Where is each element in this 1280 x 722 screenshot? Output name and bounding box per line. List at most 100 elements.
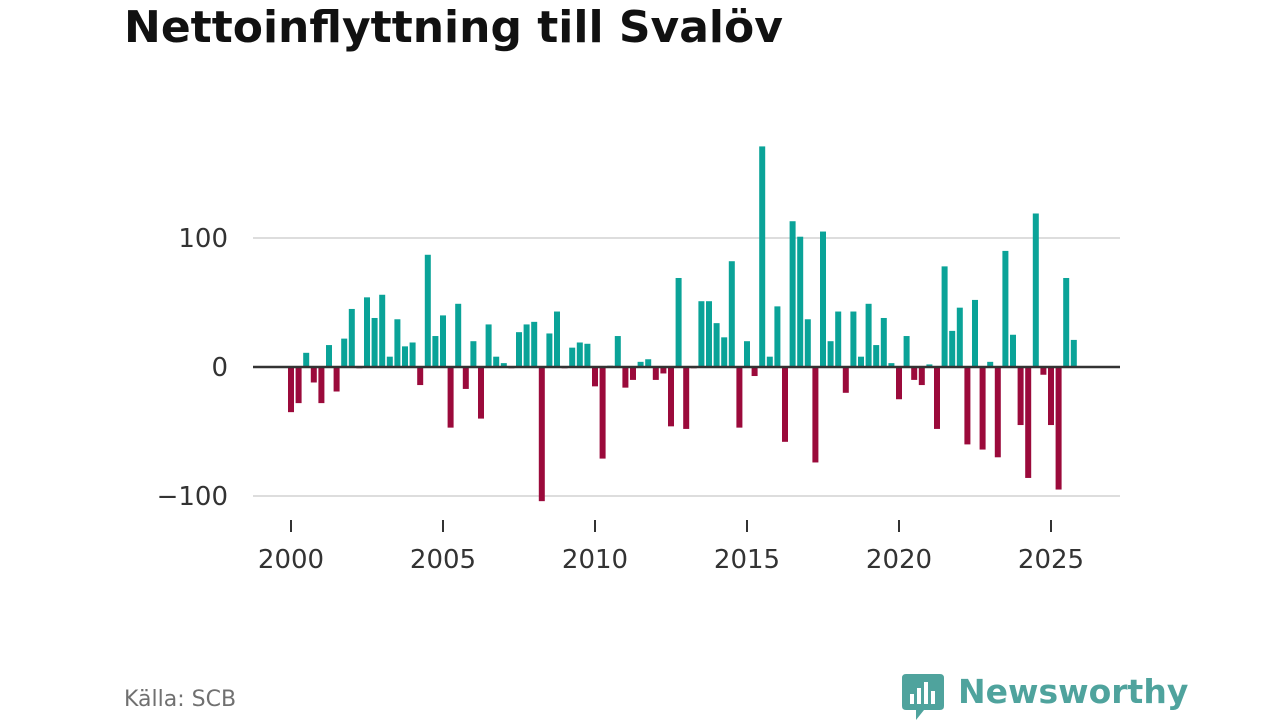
bar-2015Q2 <box>751 367 758 377</box>
bar-2024Q2 <box>1025 367 1032 478</box>
bar-2016Q1 <box>774 306 781 367</box>
bar-2019Q1 <box>865 303 872 367</box>
bar-2010Q4 <box>614 336 621 367</box>
bar-2018Q3 <box>850 311 857 367</box>
bar-2010Q1 <box>592 367 598 387</box>
bar-2009Q3 <box>576 342 583 367</box>
source-text: Källa: SCB <box>124 687 237 712</box>
bar-2018Q1 <box>835 311 842 367</box>
bar-2019Q3 <box>880 317 887 367</box>
bar-2020Q4 <box>918 367 925 386</box>
bar-2022Q1 <box>956 307 963 367</box>
bar-2018Q2 <box>842 367 849 393</box>
bar-2014Q3 <box>728 261 735 367</box>
bar-2013Q1 <box>683 367 690 429</box>
bar-2007Q1 <box>500 363 507 367</box>
bar-2020Q3 <box>911 367 918 380</box>
x-axis: 2000 2005 2010 2015 2020 2025 <box>258 520 1084 575</box>
bar-2023Q3 <box>1002 250 1009 367</box>
y-tick-label: 100 <box>178 224 228 254</box>
x-tick-label: 2000 <box>258 545 324 575</box>
bar-2004Q4 <box>432 336 439 367</box>
bar-2004Q1 <box>409 342 416 367</box>
bar-2000Q3 <box>303 352 310 367</box>
bar-2004Q2 <box>417 367 424 386</box>
bar-2001Q4 <box>341 338 348 367</box>
bar-2017Q3 <box>820 231 826 367</box>
bar-2021Q1 <box>926 364 933 367</box>
bar-2002Q3 <box>364 297 370 367</box>
brand-name: Newsworthy <box>958 672 1189 711</box>
bar-2007Q4 <box>523 324 530 367</box>
bar-2018Q4 <box>858 356 864 367</box>
bar-2008Q3 <box>546 333 553 367</box>
x-tick-label: 2025 <box>1018 545 1084 575</box>
bar-2020Q2 <box>903 336 910 367</box>
bar-2024Q3 <box>1032 213 1039 367</box>
bars <box>288 146 1077 502</box>
bar-2003Q4 <box>402 346 408 367</box>
bar-2017Q2 <box>812 367 819 463</box>
bar-2011Q1 <box>622 367 629 388</box>
bar-2014Q1 <box>713 323 720 367</box>
bar-2014Q2 <box>721 337 728 367</box>
bar-2012Q4 <box>675 277 682 367</box>
bar-2008Q2 <box>538 367 545 502</box>
y-tick-label: −100 <box>157 482 228 512</box>
bar-2005Q4 <box>462 367 469 389</box>
bar-2012Q1 <box>652 367 659 380</box>
bar-2025Q1 <box>1048 367 1054 426</box>
bar-2000Q2 <box>295 367 302 404</box>
bar-2023Q2 <box>994 367 1001 458</box>
bar-2009Q2 <box>569 347 576 367</box>
bar-2019Q4 <box>888 363 895 367</box>
bar-2014Q4 <box>736 367 743 428</box>
bar-2021Q2 <box>934 367 940 429</box>
bar-2003Q3 <box>394 319 401 367</box>
bar-2011Q2 <box>630 367 636 380</box>
x-tick-label: 2010 <box>562 545 628 575</box>
bar-2015Q4 <box>766 356 773 367</box>
bar-2002Q4 <box>371 317 378 367</box>
bar-2006Q2 <box>478 367 484 419</box>
x-tick-label: 2015 <box>714 545 780 575</box>
bar-2004Q3 <box>424 254 431 367</box>
bar-2006Q4 <box>493 356 500 367</box>
bar-2007Q3 <box>516 332 522 367</box>
y-tick-label: 0 <box>211 353 228 383</box>
bar-2001Q3 <box>333 367 340 392</box>
bar-2017Q1 <box>804 319 811 367</box>
bar-2011Q3 <box>637 361 644 367</box>
bar-2005Q3 <box>455 303 462 367</box>
gridlines <box>253 237 1120 497</box>
bar-2002Q1 <box>348 308 355 367</box>
bar-2022Q4 <box>979 367 986 450</box>
bar-2022Q3 <box>972 299 978 367</box>
bar-2024Q4 <box>1040 367 1047 375</box>
bar-2000Q1 <box>288 367 294 413</box>
bar-2023Q1 <box>987 361 994 367</box>
bar-2016Q4 <box>797 236 804 367</box>
bar-2001Q2 <box>326 345 332 367</box>
bar-2019Q2 <box>873 345 880 367</box>
bar-2017Q4 <box>827 341 834 367</box>
bar-2005Q2 <box>447 367 454 428</box>
bar-2006Q3 <box>485 324 492 367</box>
bar-2005Q1 <box>440 315 446 367</box>
y-axis-labels: −100 0 100 <box>157 224 228 512</box>
bar-2015Q3 <box>759 146 766 367</box>
bar-2021Q3 <box>941 266 948 367</box>
bar-2025Q4 <box>1070 339 1077 367</box>
bar-2010Q2 <box>599 367 606 459</box>
bar-2016Q2 <box>782 367 788 442</box>
bar-2011Q4 <box>645 359 652 367</box>
bar-2013Q3 <box>698 301 705 367</box>
chart-title: Nettoinflyttning till Svalöv <box>124 2 783 53</box>
bar-2012Q2 <box>660 367 667 374</box>
bar-2001Q1 <box>318 367 325 404</box>
bar-2025Q2 <box>1055 367 1062 490</box>
bar-2008Q4 <box>554 311 560 367</box>
bar-2023Q4 <box>1010 334 1016 367</box>
bar-2022Q2 <box>964 367 971 445</box>
